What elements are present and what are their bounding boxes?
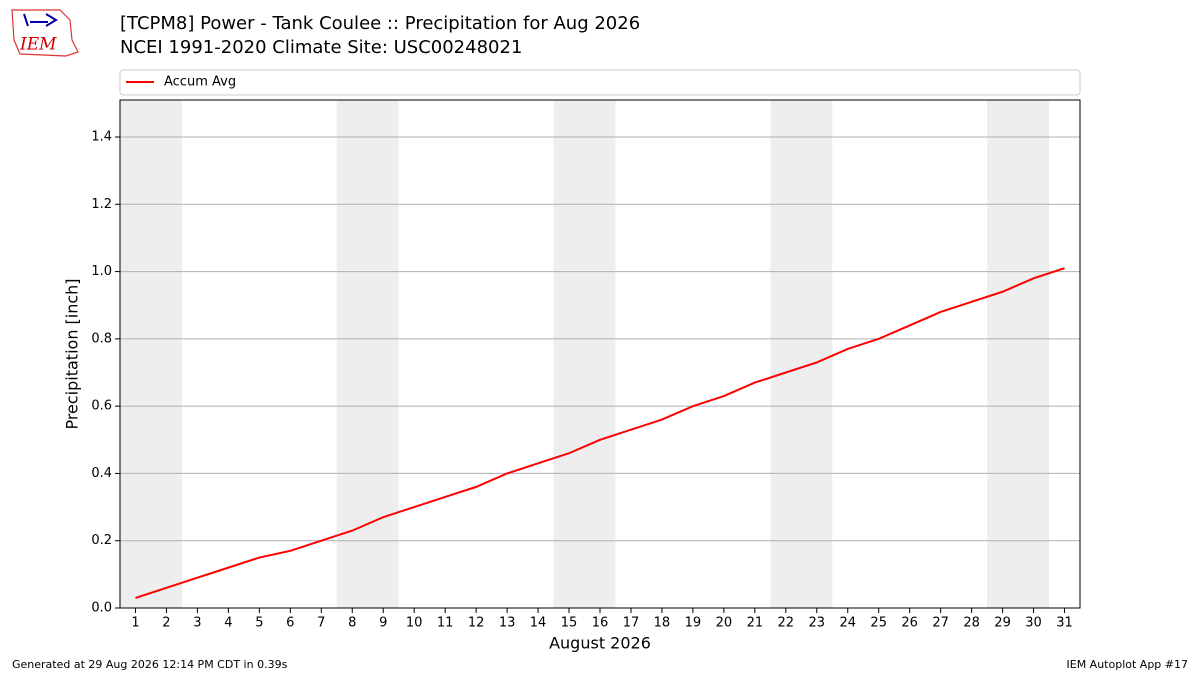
x-tick-label: 5: [255, 616, 263, 631]
x-tick-label: 2: [162, 616, 170, 631]
x-tick-label: 23: [809, 616, 826, 631]
y-tick-label: 1.2: [91, 197, 112, 212]
line-series: [135, 267, 1065, 599]
y-tick-label: 0.4: [91, 466, 112, 481]
y-tick-label: 0.0: [91, 601, 112, 616]
x-tick-label: 26: [901, 616, 918, 631]
weekend-shade: [987, 100, 1050, 608]
x-tick-label: 18: [654, 616, 671, 631]
x-axis-label: August 2026: [549, 634, 651, 653]
plot-frame: [119, 99, 1081, 609]
x-tick-label: 27: [932, 616, 949, 631]
y-tick-label: 0.8: [91, 331, 112, 346]
footer-left: Generated at 29 Aug 2026 12:14 PM CDT in…: [12, 658, 288, 671]
y-tick-label: 1.4: [91, 130, 112, 145]
chart-title: [TCPM8] Power - Tank Coulee :: Precipita…: [120, 13, 640, 34]
legend-box: [119, 69, 1081, 96]
x-tick-label: 9: [379, 616, 387, 631]
logo-text: IEM: [19, 35, 57, 55]
x-tick-label: 25: [870, 616, 887, 631]
legend-label: Accum Avg: [164, 75, 236, 90]
footer-right: IEM Autoplot App #17: [1067, 658, 1189, 671]
x-tick-label: 3: [193, 616, 201, 631]
weekend-shade: [770, 100, 833, 608]
x-tick-label: 17: [623, 616, 640, 631]
logo-outline: [11, 9, 79, 57]
weekend-shade: [120, 100, 182, 608]
x-tick-label: 16: [592, 616, 609, 631]
x-tick-label: 29: [994, 616, 1011, 631]
x-tick-label: 4: [224, 616, 232, 631]
x-tick-label: 28: [963, 616, 980, 631]
logo-icon: [23, 13, 58, 27]
y-axis-label: Precipitation [inch]: [63, 278, 82, 429]
x-tick-label: 15: [561, 616, 578, 631]
y-tick-label: 1.0: [91, 264, 112, 279]
x-tick-label: 6: [286, 616, 294, 631]
x-tick-label: 30: [1025, 616, 1042, 631]
x-tick-label: 19: [685, 616, 702, 631]
x-tick-label: 14: [530, 616, 547, 631]
x-tick-label: 21: [747, 616, 764, 631]
chart-subtitle: NCEI 1991-2020 Climate Site: USC00248021: [120, 37, 522, 58]
x-tick-label: 24: [839, 616, 856, 631]
x-tick-label: 22: [778, 616, 795, 631]
y-tick-label: 0.2: [91, 533, 112, 548]
x-tick-label: 11: [437, 616, 454, 631]
x-tick-label: 7: [317, 616, 325, 631]
y-tick-label: 0.6: [91, 399, 112, 414]
x-tick-label: 10: [406, 616, 423, 631]
weekend-shade: [553, 100, 616, 608]
x-tick-label: 12: [468, 616, 485, 631]
x-tick-label: 20: [716, 616, 733, 631]
x-tick-label: 8: [348, 616, 356, 631]
logo: IEM: [11, 9, 79, 57]
x-tick-label: 31: [1056, 616, 1073, 631]
x-tick-label: 13: [499, 616, 516, 631]
x-tick-label: 1: [131, 616, 139, 631]
